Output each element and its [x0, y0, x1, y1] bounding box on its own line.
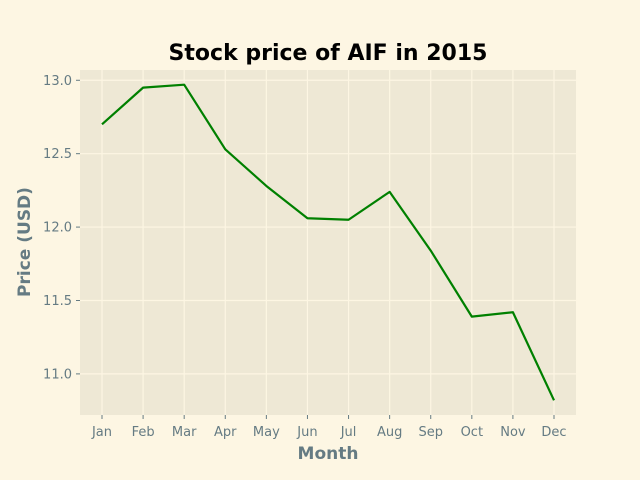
x-tick-label: Sep: [418, 425, 443, 440]
x-tick-label: Feb: [132, 425, 155, 440]
grid: [80, 70, 576, 415]
x-tick-label: Apr: [214, 425, 237, 440]
x-tick-label: Jun: [296, 425, 317, 440]
x-tick-label: Jul: [340, 425, 357, 440]
series-line: [101, 83, 555, 401]
x-tick-label: Aug: [377, 425, 402, 440]
y-tick-label: 11.0: [43, 367, 72, 382]
y-axis-label: Price (USD): [15, 187, 35, 297]
x-tick-label: May: [253, 425, 280, 440]
x-tick-label: Mar: [172, 425, 197, 440]
x-axis-label: Month: [298, 444, 359, 464]
y-tick-label: 11.5: [43, 294, 72, 309]
x-axis-ticks: Jan Feb Mar Apr May Jun Jul Aug Sep Oct Nov Dec: [91, 415, 567, 440]
plot-area: [80, 70, 576, 415]
chart-title: Stock price of AIF in 2015: [169, 41, 488, 66]
x-tick-label: Oct: [461, 425, 483, 440]
series-layer: [101, 83, 555, 401]
y-tick-label: 12.0: [43, 221, 72, 236]
y-tick-label: 12.5: [43, 147, 72, 162]
x-tick-label: Dec: [541, 425, 566, 440]
x-tick-label: Nov: [500, 425, 526, 440]
x-tick-label: Jan: [91, 425, 112, 440]
y-axis-ticks: 11.0 11.5 12.0 12.5 13.0: [43, 74, 80, 382]
y-tick-label: 13.0: [43, 74, 72, 89]
